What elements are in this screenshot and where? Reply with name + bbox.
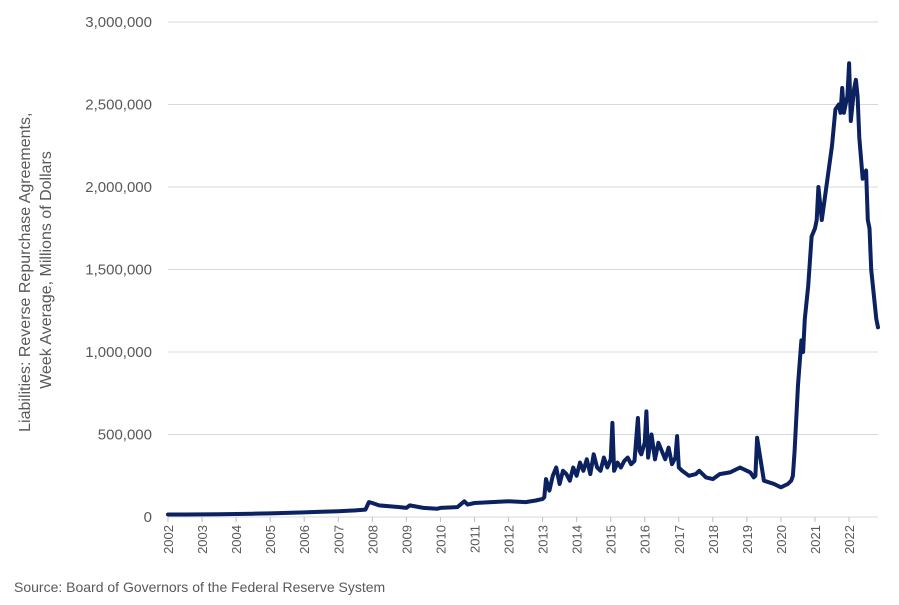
- x-tick-label: 2015: [604, 525, 619, 554]
- x-tick-label: 2005: [263, 525, 278, 554]
- x-tick-label: 2012: [502, 525, 517, 554]
- x-tick-label: 2020: [774, 525, 789, 554]
- x-tick-label: 2010: [433, 525, 448, 554]
- x-tick-label: 2009: [399, 525, 414, 554]
- x-tick-label: 2003: [195, 525, 210, 554]
- source-note: Source: Board of Governors of the Federa…: [14, 579, 385, 595]
- x-tick-label: 2006: [297, 525, 312, 554]
- x-tick-label: 2013: [536, 525, 551, 554]
- x-tick-label: 2018: [706, 525, 721, 554]
- reverse-repo-series-line: [166, 61, 880, 517]
- y-axis-title: Liabilities: Reverse Repurchase Agreemen…: [17, 108, 55, 432]
- x-tick-label: 2004: [229, 525, 244, 554]
- gridlines: [168, 21, 878, 518]
- y-axis-title-line-2: Week Average, Millions of Dollars: [38, 151, 55, 389]
- x-tick-label: 2017: [672, 525, 687, 554]
- y-tick-label: 2,500,000: [85, 97, 152, 114]
- y-tick-label: 2,000,000: [85, 179, 152, 196]
- x-tick-label: 2007: [331, 525, 346, 554]
- x-tick-label: 2011: [467, 525, 482, 553]
- x-tick-label: 2021: [808, 525, 823, 554]
- y-axis-ticks: 0 500,000 1,000,000 1,500,000 2,000,000 2,500…: [85, 14, 152, 526]
- y-axis-title-line-1: Liabilities: Reverse Repurchase Agreemen…: [17, 113, 34, 432]
- y-tick-label: 500,000: [98, 427, 152, 444]
- y-tick-label: 0: [144, 509, 152, 526]
- series-layer: [166, 61, 880, 517]
- x-tick-label: 2016: [638, 525, 653, 554]
- x-tick-label: 2019: [740, 525, 755, 554]
- x-tick-label: 2022: [842, 525, 857, 554]
- y-tick-label: 1,500,000: [85, 262, 152, 279]
- x-axis-ticks: 2002 2003 2004 2005 2006 2007 2008 2009 2010 2011…: [161, 517, 857, 554]
- x-tick-label: 2002: [161, 525, 176, 554]
- x-tick-label: 2008: [365, 525, 380, 554]
- y-tick-label: 3,000,000: [85, 14, 152, 31]
- x-tick-label: 2014: [570, 525, 585, 554]
- y-tick-label: 1,000,000: [85, 344, 152, 361]
